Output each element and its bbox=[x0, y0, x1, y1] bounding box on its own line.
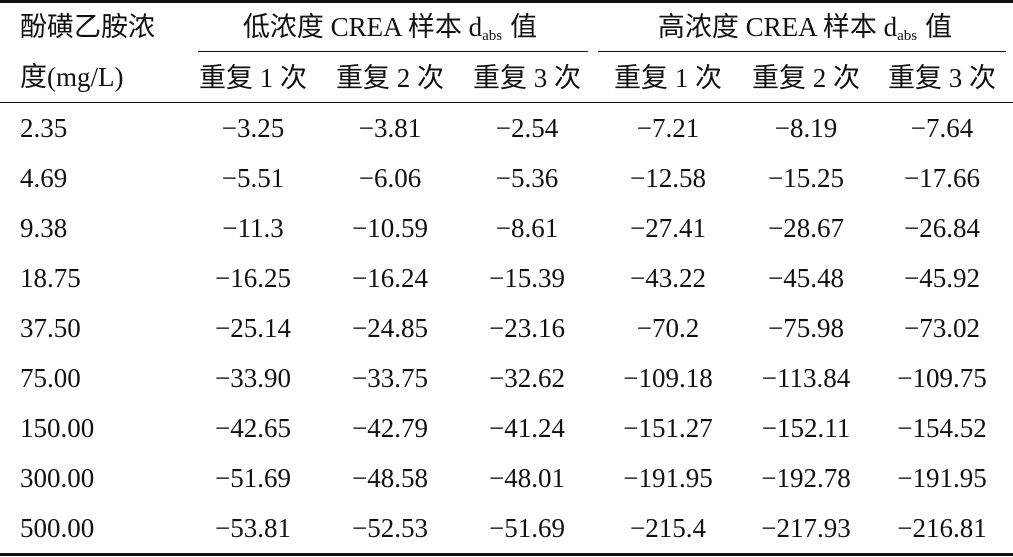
row-label: 150.00 bbox=[20, 413, 95, 443]
value-cell: −11.3 bbox=[222, 213, 284, 243]
value-cell: −16.24 bbox=[352, 263, 428, 293]
subheader: 重复 1 次 bbox=[199, 63, 307, 93]
header-rule bbox=[0, 102, 1013, 103]
value-cell: −113.84 bbox=[761, 363, 851, 393]
value-cell: −70.2 bbox=[636, 313, 700, 343]
value-cell: −75.98 bbox=[768, 313, 844, 343]
row-label: 75.00 bbox=[20, 363, 81, 393]
value-cell: −3.25 bbox=[221, 113, 285, 143]
value-cell: −191.95 bbox=[623, 463, 713, 493]
value-cell: −154.52 bbox=[897, 413, 987, 443]
value-cell: −10.59 bbox=[352, 213, 428, 243]
value-cell: −26.84 bbox=[904, 213, 980, 243]
value-cell: −192.78 bbox=[761, 463, 851, 493]
value-cell: −42.79 bbox=[352, 413, 428, 443]
subheader: 重复 2 次 bbox=[752, 63, 860, 93]
value-cell: −23.16 bbox=[489, 313, 565, 343]
value-cell: −25.14 bbox=[215, 313, 291, 343]
value-cell: −8.61 bbox=[495, 213, 559, 243]
value-cell: −43.22 bbox=[630, 263, 706, 293]
value-cell: −7.64 bbox=[910, 113, 974, 143]
value-cell: −45.92 bbox=[904, 263, 980, 293]
value-cell: −28.67 bbox=[768, 213, 844, 243]
value-cell: −12.58 bbox=[630, 163, 706, 193]
value-cell: −48.01 bbox=[489, 463, 565, 493]
row-header: 度(mg/L) bbox=[20, 62, 124, 92]
value-cell: −151.27 bbox=[623, 413, 713, 443]
value-cell: −191.95 bbox=[897, 463, 987, 493]
row-label: 300.00 bbox=[20, 463, 95, 493]
value-cell: −152.11 bbox=[761, 413, 851, 443]
subheader: 重复 3 次 bbox=[888, 63, 996, 93]
value-cell: −109.18 bbox=[623, 363, 713, 393]
group-rule bbox=[598, 51, 1006, 52]
group-rule bbox=[198, 51, 588, 52]
value-cell: −16.25 bbox=[215, 263, 291, 293]
value-cell: −41.24 bbox=[489, 413, 565, 443]
row-label: 500.00 bbox=[20, 513, 95, 543]
value-cell: −109.75 bbox=[897, 363, 987, 393]
group-text: 高浓度 CREA 样本 d bbox=[657, 12, 898, 42]
value-cell: −52.53 bbox=[352, 513, 428, 543]
value-cell: −24.85 bbox=[352, 313, 428, 343]
value-cell: −17.66 bbox=[904, 163, 980, 193]
row-header: 酚磺乙胺浓 bbox=[20, 12, 155, 42]
group-subscript: abs bbox=[482, 28, 503, 44]
value-cell: −15.25 bbox=[768, 163, 844, 193]
value-cell: −6.06 bbox=[358, 163, 422, 193]
group-header: 高浓度 CREA 样本 dabs 值 bbox=[658, 2, 952, 52]
value-cell: −2.54 bbox=[495, 113, 559, 143]
value-cell: −216.81 bbox=[897, 513, 987, 543]
group-subscript: abs bbox=[897, 28, 918, 44]
group-text: 低浓度 CREA 样本 d bbox=[242, 12, 483, 42]
value-cell: −5.51 bbox=[221, 163, 285, 193]
value-cell: −42.65 bbox=[215, 413, 291, 443]
value-cell: −217.93 bbox=[761, 513, 851, 543]
row-label: 2.35 bbox=[20, 113, 68, 143]
row-label: 37.50 bbox=[20, 313, 81, 343]
value-cell: −15.39 bbox=[489, 263, 565, 293]
value-cell: −73.02 bbox=[904, 313, 980, 343]
value-cell: −45.48 bbox=[768, 263, 844, 293]
subheader: 重复 2 次 bbox=[336, 63, 444, 93]
value-cell: −5.36 bbox=[495, 163, 559, 193]
row-label: 18.75 bbox=[20, 263, 81, 293]
value-cell: −7.21 bbox=[636, 113, 700, 143]
group-text: 值 bbox=[925, 12, 953, 42]
value-cell: −27.41 bbox=[630, 213, 706, 243]
value-cell: −8.19 bbox=[774, 113, 838, 143]
value-cell: −33.75 bbox=[352, 363, 428, 393]
row-label: 9.38 bbox=[20, 213, 68, 243]
row-label: 4.69 bbox=[20, 163, 68, 193]
subheader: 重复 3 次 bbox=[473, 63, 581, 93]
top-rule bbox=[0, 0, 1013, 3]
value-cell: −215.4 bbox=[630, 513, 706, 543]
value-cell: −3.81 bbox=[358, 113, 422, 143]
value-cell: −33.90 bbox=[215, 363, 291, 393]
value-cell: −32.62 bbox=[489, 363, 565, 393]
value-cell: −48.58 bbox=[352, 463, 428, 493]
group-header: 低浓度 CREA 样本 dabs 值 bbox=[243, 2, 537, 52]
value-cell: −53.81 bbox=[215, 513, 291, 543]
group-text: 值 bbox=[510, 12, 538, 42]
subheader: 重复 1 次 bbox=[614, 63, 722, 93]
value-cell: −51.69 bbox=[489, 513, 565, 543]
value-cell: −51.69 bbox=[215, 463, 291, 493]
bottom-rule bbox=[0, 553, 1013, 556]
